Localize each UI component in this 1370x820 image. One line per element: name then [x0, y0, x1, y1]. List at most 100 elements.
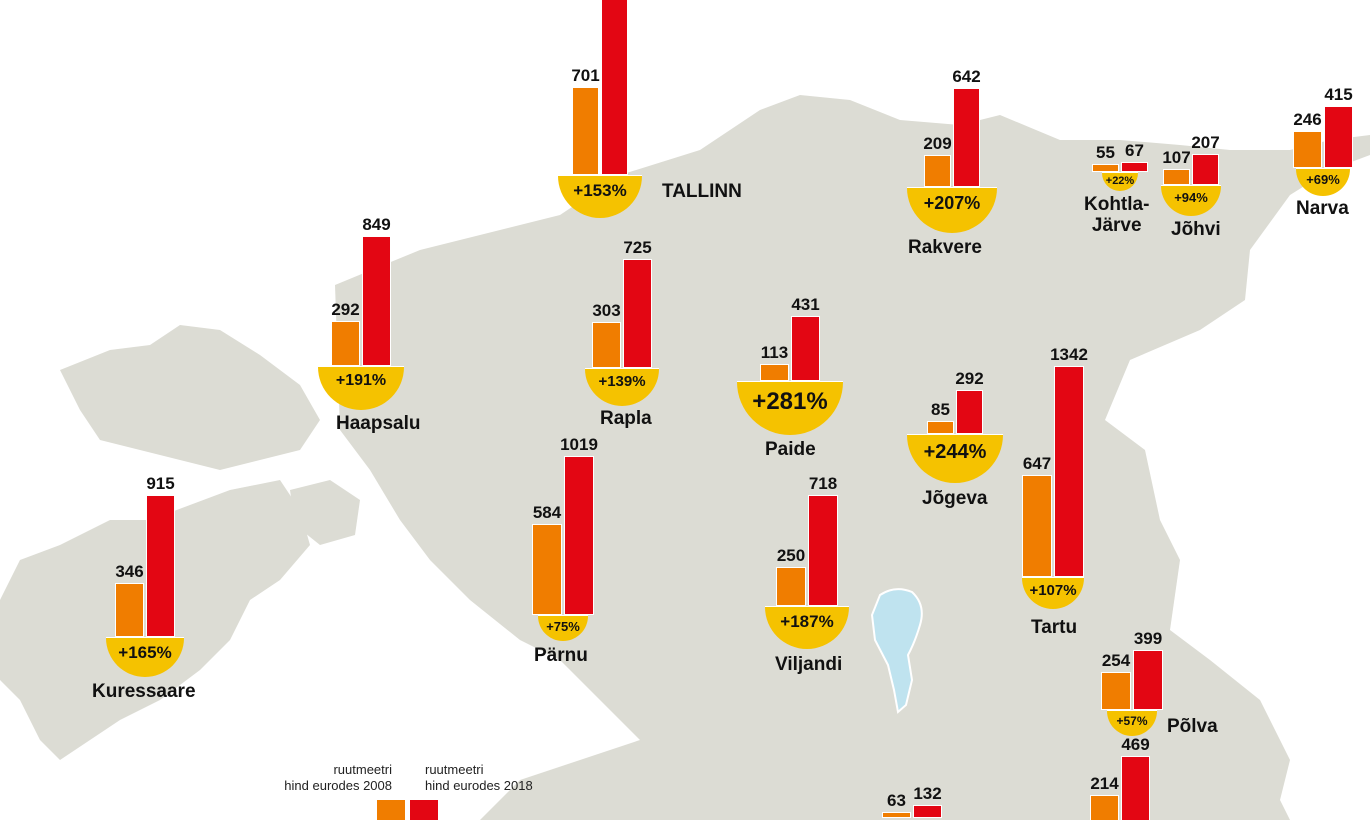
- value-2018: 1019: [560, 435, 598, 455]
- change-percent: +244%: [923, 440, 987, 463]
- value-2008: 346: [115, 562, 144, 582]
- bar-2018: [1133, 650, 1163, 710]
- value-2018: 469: [1121, 734, 1150, 754]
- value-2008: 303: [592, 301, 621, 321]
- muhu-island: [290, 480, 360, 545]
- bar-2018: [1054, 366, 1084, 577]
- change-percent: +153%: [573, 181, 627, 201]
- city-name: Jõhvi: [1171, 219, 1221, 240]
- value-2008: 701: [571, 65, 600, 85]
- bar-2008: [1101, 671, 1131, 710]
- change-percent: +187%: [780, 612, 834, 632]
- change-percent: +281%: [752, 388, 828, 416]
- value-2018: 399: [1133, 629, 1163, 649]
- bar-2008: [882, 811, 911, 818]
- value-2018: 642: [952, 66, 981, 86]
- change-percent: +75%: [546, 619, 580, 634]
- value-2018: 415: [1324, 84, 1353, 104]
- change-percent: +69%: [1306, 172, 1340, 188]
- bar-2018: [956, 389, 983, 434]
- bar-2008: [1293, 131, 1322, 168]
- city-name: TALLINN: [662, 181, 742, 202]
- value-2008: 63: [887, 790, 906, 810]
- city-name: Narva: [1296, 198, 1349, 219]
- bar-2008: [776, 567, 806, 606]
- bar-2008: [572, 86, 599, 175]
- city-name: Põlva: [1167, 716, 1218, 737]
- change-badge: +22%: [1102, 172, 1138, 191]
- legend-2008: ruutmeetri hind eurodes 2008: [250, 762, 392, 794]
- city-name: Jõgeva: [922, 488, 988, 509]
- city-name: Paide: [765, 439, 816, 460]
- bar-2008: [592, 322, 621, 368]
- bar-2018: [1192, 153, 1219, 185]
- change-percent: +139%: [598, 373, 646, 391]
- legend-2018-label: ruutmeetri hind eurodes 2018: [425, 762, 533, 793]
- bar-2018: [564, 456, 594, 615]
- value-2008: 85: [931, 400, 950, 420]
- bar-2018: [913, 804, 942, 818]
- value-2018: 67: [1125, 140, 1144, 160]
- value-2018: 207: [1191, 132, 1220, 152]
- city-name: Haapsalu: [336, 413, 421, 434]
- bar-2018: [601, 0, 628, 175]
- bar-2008: [532, 523, 562, 615]
- value-2018: 915: [146, 474, 175, 494]
- change-percent: +191%: [335, 372, 387, 390]
- value-2008: 209: [923, 133, 952, 153]
- change-percent: +57%: [1116, 714, 1148, 728]
- value-2008: 246: [1293, 110, 1322, 130]
- value-2008: 113: [760, 342, 789, 362]
- bar-2018: [362, 236, 391, 366]
- change-percent: +22%: [1105, 175, 1135, 188]
- bar-2008: [331, 321, 360, 366]
- city-name: Kohtla- Järve: [1084, 194, 1150, 236]
- value-2008: 250: [776, 546, 806, 566]
- bar-2018: [1121, 161, 1148, 172]
- lake-vortsjarv: [870, 588, 923, 714]
- city-name: Viljandi: [775, 654, 843, 675]
- bar-2018: [1324, 105, 1353, 168]
- land-shapes: [0, 95, 1370, 820]
- value-2018: 1342: [1050, 345, 1088, 365]
- value-2018: 132: [913, 783, 942, 803]
- bar-2018: [953, 87, 980, 187]
- change-percent: +107%: [1029, 581, 1077, 599]
- value-2018: 431: [791, 294, 820, 314]
- value-2018: 292: [955, 368, 984, 388]
- value-2018: 725: [623, 237, 652, 257]
- bar-2018: [791, 315, 820, 381]
- change-percent: +207%: [923, 193, 981, 214]
- hiiumaa-island: [60, 325, 320, 470]
- value-2008: 214: [1090, 774, 1119, 794]
- value-2008: 254: [1101, 650, 1131, 670]
- city-name: Rapla: [600, 408, 652, 429]
- change-percent: +165%: [118, 642, 172, 662]
- legend-2018-swatch: [410, 800, 438, 820]
- city-name: Pärnu: [534, 645, 588, 666]
- bar-2008: [1163, 168, 1190, 185]
- city-name: Rakvere: [908, 237, 982, 258]
- mainland: [335, 95, 1370, 820]
- value-2008: 647: [1022, 454, 1052, 474]
- bar-2018: [808, 494, 838, 606]
- bar-2008: [927, 421, 954, 434]
- bar-2008: [1022, 475, 1052, 577]
- bar-2018: [146, 495, 175, 637]
- value-2008: 107: [1162, 147, 1191, 167]
- legend-2008-label: ruutmeetri hind eurodes 2008: [284, 762, 392, 793]
- bar-2008: [1090, 795, 1119, 820]
- bar-2008: [924, 154, 951, 187]
- city-name: Tartu: [1031, 617, 1078, 638]
- bar-2008: [115, 583, 144, 637]
- change-percent: +94%: [1174, 189, 1208, 205]
- city-name: Kuressaare: [92, 681, 196, 702]
- value-2008: 55: [1096, 142, 1115, 162]
- value-2018: 718: [808, 473, 838, 493]
- value-2008: 584: [532, 502, 562, 522]
- bar-2008: [1092, 163, 1119, 172]
- bar-2008: [760, 363, 789, 381]
- value-2008: 292: [331, 300, 360, 320]
